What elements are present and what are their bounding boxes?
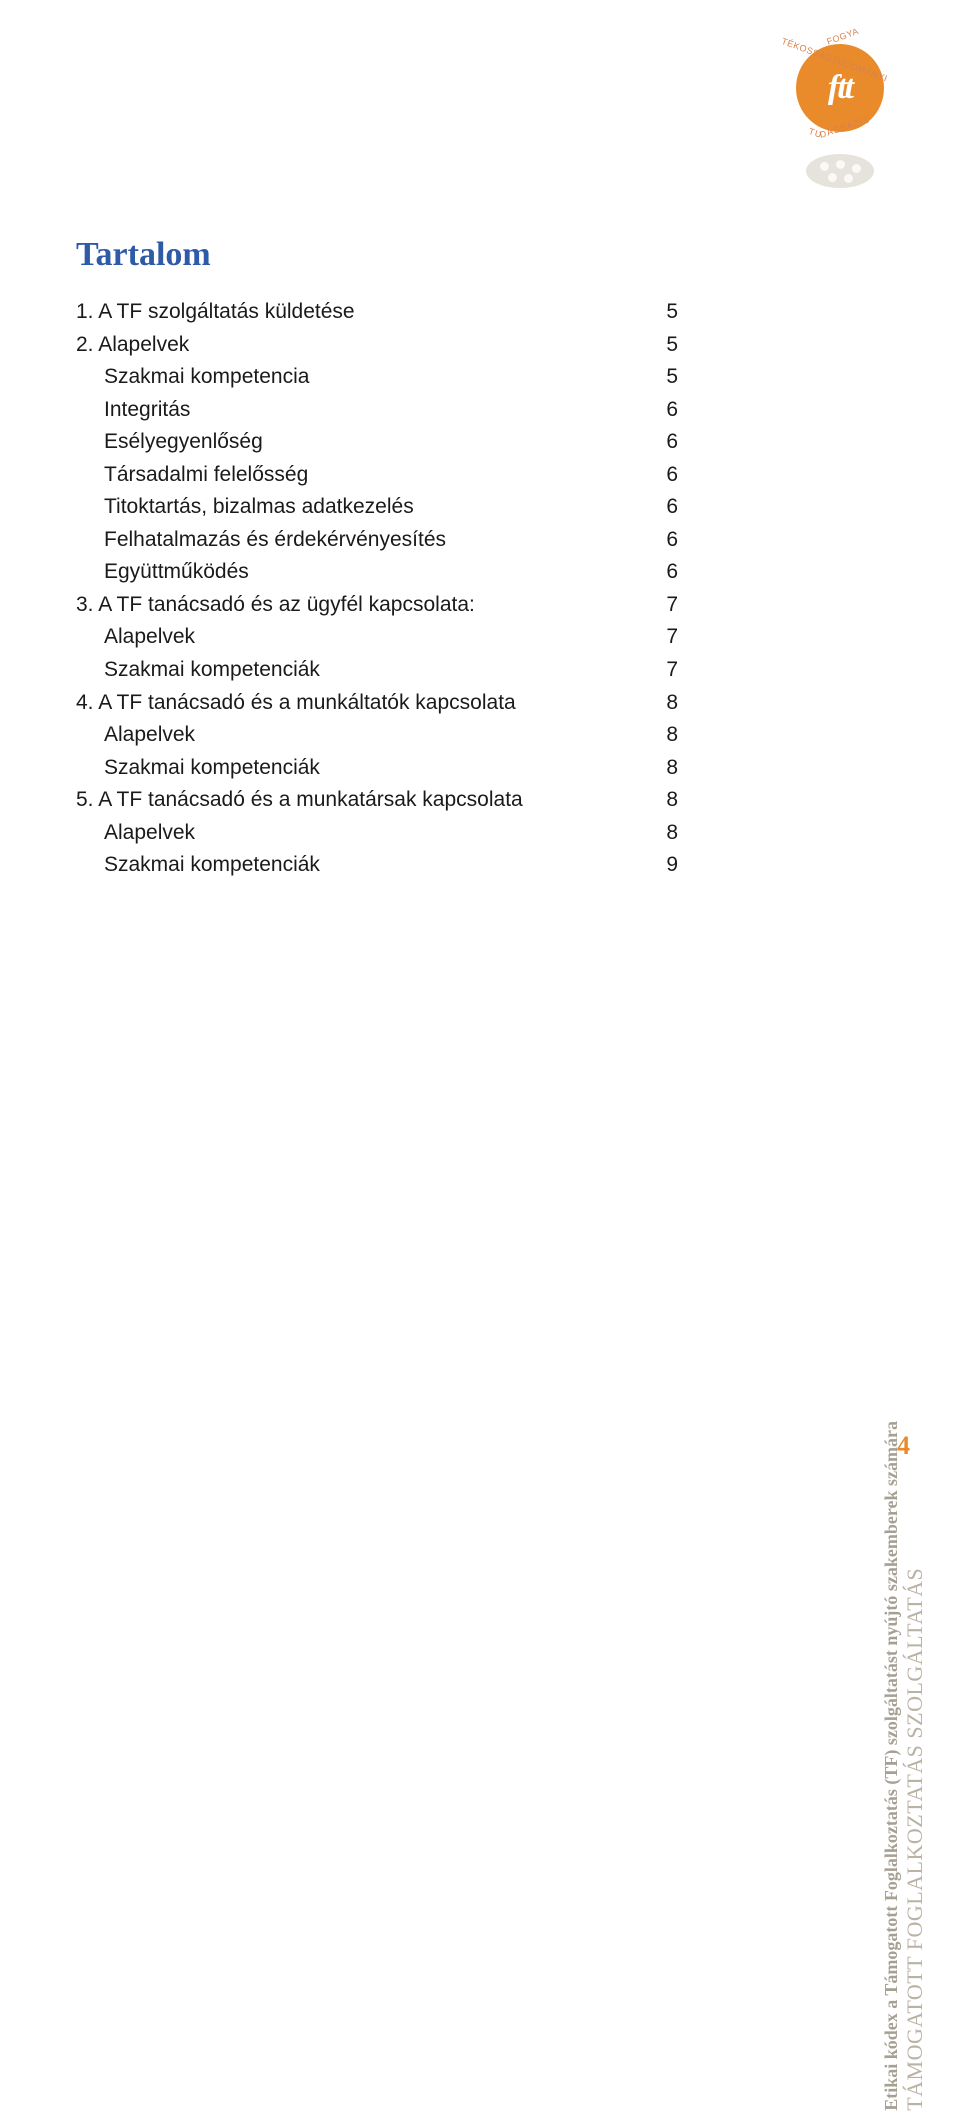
side-title: TÁMOGATOTT FOGLALKOZTATÁS SZOLGÁLTATÁS bbox=[902, 1421, 928, 2111]
toc-page-number: 7 bbox=[654, 654, 678, 687]
toc-row: Szakmai kompetenciák8 bbox=[76, 752, 678, 785]
logo-pill-icon bbox=[806, 154, 874, 188]
toc-label: 4. A TF tanácsadó és a munkáltatók kapcs… bbox=[76, 687, 654, 720]
side-vertical-text: Etikai kódex a Támogatott Foglalkoztatás… bbox=[881, 1421, 928, 2111]
toc-page-number: 6 bbox=[654, 524, 678, 557]
toc-row: 1. A TF szolgáltatás küldetése5 bbox=[76, 296, 678, 329]
toc-page-number: 8 bbox=[654, 687, 678, 720]
toc-row: Integritás6 bbox=[76, 394, 678, 427]
toc-page-number: 7 bbox=[654, 589, 678, 622]
toc-page-number: 6 bbox=[654, 426, 678, 459]
toc-page-number: 8 bbox=[654, 752, 678, 785]
toc-label: Integritás bbox=[76, 394, 654, 427]
toc-label: Felhatalmazás és érdekérvényesítés bbox=[76, 524, 654, 557]
logo-center-text: ftt bbox=[828, 69, 852, 107]
toc-page-number: 7 bbox=[654, 621, 678, 654]
page-number: 4 bbox=[897, 1431, 910, 1461]
toc-label: Esélyegyenlőség bbox=[76, 426, 654, 459]
toc-label: Alapelvek bbox=[76, 621, 654, 654]
toc-label: 2. Alapelvek bbox=[76, 329, 654, 362]
toc-page-number: 6 bbox=[654, 491, 678, 524]
toc-row: Felhatalmazás és érdekérvényesítés6 bbox=[76, 524, 678, 557]
toc-label: Szakmai kompetencia bbox=[76, 361, 654, 394]
toc-page-number: 8 bbox=[654, 784, 678, 817]
logo-arc-bottom: TUDÁSBÁZIS bbox=[770, 134, 910, 144]
toc-row: Szakmai kompetenciák7 bbox=[76, 654, 678, 687]
toc-row: 3. A TF tanácsadó és az ügyfél kapcsolat… bbox=[76, 589, 678, 622]
toc-row: Együttműködés6 bbox=[76, 556, 678, 589]
side-subtitle: Etikai kódex a Támogatott Foglalkoztatás… bbox=[881, 1421, 902, 2111]
toc-label: 5. A TF tanácsadó és a munkatársak kapcs… bbox=[76, 784, 654, 817]
logo-arc-top: FOGYATÉKOSSÁGTUDOMÁNYI bbox=[770, 20, 910, 40]
toc-label: Alapelvek bbox=[76, 817, 654, 850]
toc-label: Szakmai kompetenciák bbox=[76, 654, 654, 687]
toc-page-number: 8 bbox=[654, 719, 678, 752]
toc-label: Társadalmi felelősség bbox=[76, 459, 654, 492]
toc-page-number: 6 bbox=[654, 556, 678, 589]
toc-page-number: 6 bbox=[654, 394, 678, 427]
toc-label: 3. A TF tanácsadó és az ügyfél kapcsolat… bbox=[76, 589, 654, 622]
toc-row: 2. Alapelvek5 bbox=[76, 329, 678, 362]
toc-row: Alapelvek8 bbox=[76, 719, 678, 752]
toc-row: 4. A TF tanácsadó és a munkáltatók kapcs… bbox=[76, 687, 678, 720]
toc-label: Alapelvek bbox=[76, 719, 654, 752]
table-of-contents: 1. A TF szolgáltatás küldetése52. Alapel… bbox=[76, 296, 678, 882]
toc-row: 5. A TF tanácsadó és a munkatársak kapcs… bbox=[76, 784, 678, 817]
toc-row: Szakmai kompetenciák9 bbox=[76, 849, 678, 882]
toc-label: Együttműködés bbox=[76, 556, 654, 589]
toc-page-number: 6 bbox=[654, 459, 678, 492]
toc-row: Társadalmi felelősség6 bbox=[76, 459, 678, 492]
toc-page-number: 9 bbox=[654, 849, 678, 882]
toc-row: Alapelvek8 bbox=[76, 817, 678, 850]
toc-label: Szakmai kompetenciák bbox=[76, 752, 654, 785]
toc-row: Szakmai kompetencia5 bbox=[76, 361, 678, 394]
logo-cluster: FOGYATÉKOSSÁGTUDOMÁNYI ftt TUDÁSBÁZIS bbox=[770, 20, 910, 188]
toc-page-number: 5 bbox=[654, 329, 678, 362]
page: FOGYATÉKOSSÁGTUDOMÁNYI ftt TUDÁSBÁZIS Ta… bbox=[0, 0, 960, 1491]
toc-page-number: 5 bbox=[654, 361, 678, 394]
toc-label: Titoktartás, bizalmas adatkezelés bbox=[76, 491, 654, 524]
toc-row: Titoktartás, bizalmas adatkezelés6 bbox=[76, 491, 678, 524]
toc-page-number: 8 bbox=[654, 817, 678, 850]
toc-page-number: 5 bbox=[654, 296, 678, 329]
toc-row: Alapelvek7 bbox=[76, 621, 678, 654]
toc-label: Szakmai kompetenciák bbox=[76, 849, 654, 882]
page-title: Tartalom bbox=[76, 236, 211, 274]
toc-row: Esélyegyenlőség6 bbox=[76, 426, 678, 459]
toc-label: 1. A TF szolgáltatás küldetése bbox=[76, 296, 654, 329]
